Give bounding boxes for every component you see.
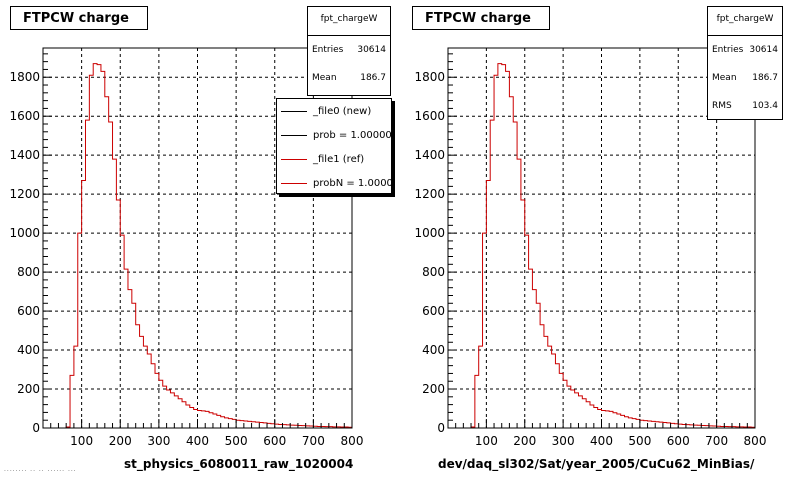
left-stats-value: 186.7 [360, 73, 386, 83]
legend-label: _file1 (ref) [313, 153, 365, 165]
legend-entry: _file0 (new) [277, 99, 391, 123]
left-x-tick-label: 500 [225, 434, 248, 448]
right-y-tick-label: 1800 [414, 70, 445, 84]
right-x-tick-label: 700 [705, 434, 728, 448]
right-histogram-series [448, 63, 755, 429]
right-y-tick-label: 200 [422, 382, 445, 396]
right-stats-value: 30614 [749, 45, 778, 55]
right-x-tick-label: 800 [744, 434, 767, 448]
right-x-tick-label: 400 [590, 434, 613, 448]
right-stats-label: Mean [712, 73, 737, 83]
left-x-tick-label: 700 [302, 434, 325, 448]
right-stats-row: RMS 103.4 [708, 92, 782, 120]
legend-swatch [281, 158, 307, 160]
right-x-axis-label: dev/daq_sl302/Sat/year_2005/CuCu62_MinBi… [438, 457, 755, 471]
legend-entry: _file1 (ref) [277, 147, 391, 171]
right-y-tick-label: 600 [422, 304, 445, 318]
legend-entry: probN = 1.000000 [277, 171, 392, 193]
left-chart-title: FTPCW charge [10, 6, 148, 30]
right-stats-row: Mean 186.7 [708, 64, 782, 92]
left-x-tick-label: 800 [341, 434, 364, 448]
left-y-tick-label: 1600 [9, 109, 40, 123]
legend-label: prob = 1.000000 [313, 129, 392, 141]
left-y-tick-label: 800 [17, 265, 40, 279]
right-x-tick-label: 300 [552, 434, 575, 448]
right-x-tick-label: 500 [628, 434, 651, 448]
left-stats-box: fpt_chargeW Entries 30614 Mean 186.7 [307, 6, 391, 96]
right-x-tick-label: 100 [475, 434, 498, 448]
right-stats-value: 103.4 [752, 101, 778, 111]
legend-label: _file0 (new) [313, 105, 372, 117]
legend-entry: prob = 1.000000 [277, 123, 391, 147]
left-y-tick-label: 1200 [9, 187, 40, 201]
left-stats-row: Entries 30614 [308, 36, 390, 64]
right-x-tick-label: 600 [667, 434, 690, 448]
right-y-tick-label: 1400 [414, 148, 445, 162]
right-y-tick-label: 400 [422, 343, 445, 357]
legend-label: probN = 1.000000 [313, 177, 392, 189]
right-x-tick-label: 200 [513, 434, 536, 448]
left-x-tick-label: 400 [186, 434, 209, 448]
left-stats-name: fpt_chargeW [308, 7, 390, 36]
legend-swatch [281, 182, 307, 184]
right-y-tick-label: 1600 [414, 109, 445, 123]
right-stats-label: Entries [712, 45, 744, 55]
right-stats-value: 186.7 [752, 73, 778, 83]
right-stats-box: fpt_chargeW Entries 30614 Mean 186.7 RMS… [707, 6, 783, 120]
left-stats-label: Mean [312, 73, 337, 83]
left-legend: _file0 (new) prob = 1.000000 _file1 (ref… [276, 98, 392, 194]
left-y-tick-label: 200 [17, 382, 40, 396]
left-stats-label: Entries [312, 45, 344, 55]
legend-swatch [281, 134, 307, 136]
footnote-text: ........ .. .. ...... ... [4, 466, 77, 473]
left-y-tick-label: 600 [17, 304, 40, 318]
right-stats-label: RMS [712, 101, 732, 111]
right-y-tick-label: 1000 [414, 226, 445, 240]
left-y-tick-label: 0 [32, 421, 40, 435]
left-y-tick-label: 400 [17, 343, 40, 357]
left-x-axis-label: st_physics_6080011_raw_1020004 [124, 457, 354, 471]
left-y-tick-label: 1000 [9, 226, 40, 240]
left-x-tick-label: 100 [70, 434, 93, 448]
left-x-tick-label: 600 [263, 434, 286, 448]
left-x-tick-label: 300 [147, 434, 170, 448]
legend-swatch [281, 110, 307, 112]
left-y-tick-label: 1800 [9, 70, 40, 84]
left-y-tick-label: 1400 [9, 148, 40, 162]
right-chart-title: FTPCW charge [412, 6, 550, 30]
right-y-tick-label: 800 [422, 265, 445, 279]
right-y-tick-label: 0 [437, 421, 445, 435]
left-histogram-series [43, 63, 352, 429]
left-x-tick-label: 200 [109, 434, 132, 448]
right-y-tick-label: 1200 [414, 187, 445, 201]
left-stats-value: 30614 [357, 45, 386, 55]
right-stats-name: fpt_chargeW [708, 7, 782, 36]
left-stats-row: Mean 186.7 [308, 64, 390, 92]
right-stats-row: Entries 30614 [708, 36, 782, 64]
